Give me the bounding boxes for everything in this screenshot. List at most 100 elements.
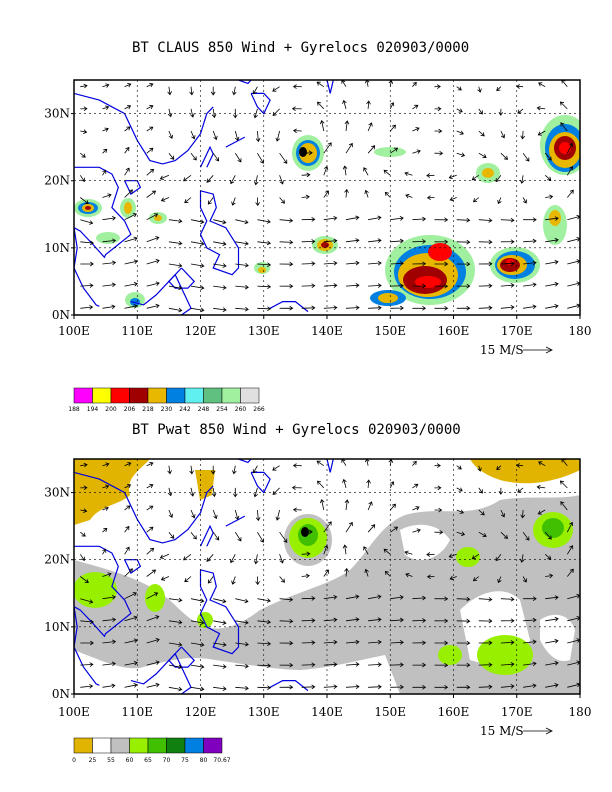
- wind-vector-arrow: [363, 546, 369, 555]
- wind-vector-arrow: [456, 596, 471, 602]
- wind-vector-arrow: [545, 216, 559, 221]
- wind-vector-arrow: [279, 576, 285, 583]
- wind-vector-arrow: [146, 592, 159, 600]
- bottom-map: [74, 459, 580, 694]
- wind-vector-arrow: [124, 505, 131, 511]
- coastline-segment: [269, 680, 309, 692]
- wind-vector-arrow: [412, 684, 427, 690]
- wind-vector-arrow: [167, 465, 172, 475]
- wind-vector-arrow: [434, 684, 449, 690]
- wind-vector-arrow: [472, 576, 480, 582]
- wind-vector-arrow: [545, 616, 559, 622]
- wind-vector-arrow: [342, 99, 347, 110]
- coastline-segment: [74, 227, 100, 307]
- wind-vector-arrow: [102, 661, 116, 667]
- coastline-segment: [250, 92, 271, 115]
- wind-vector-arrow: [412, 595, 427, 601]
- colorbar-label: 230: [161, 406, 173, 413]
- wind-vector-arrow: [523, 304, 537, 310]
- wind-vector-arrow: [146, 82, 154, 88]
- wind-vector-arrow: [500, 305, 515, 310]
- wind-vector-arrow: [190, 531, 197, 540]
- wind-vector-arrow: [301, 640, 316, 645]
- wind-vector-arrow: [213, 219, 227, 225]
- wind-vector-arrow: [567, 638, 580, 644]
- wind-vector-arrow: [426, 574, 435, 580]
- wind-vector-arrow: [255, 576, 260, 586]
- wind-vector-arrow: [434, 239, 449, 245]
- wind-vector-arrow: [426, 195, 435, 201]
- wind-vector-arrow: [234, 531, 242, 542]
- wind-vector-arrow: [522, 576, 527, 583]
- wind-vector-arrow: [190, 108, 195, 118]
- coastline-segment: [74, 545, 132, 638]
- wind-vector-arrow: [124, 126, 131, 132]
- wind-vector-arrow: [559, 101, 568, 110]
- wind-vector-arrow: [235, 663, 249, 669]
- wind-vector-arrow: [168, 307, 183, 313]
- wind-vector-arrow: [367, 122, 373, 132]
- wind-vector-arrow: [496, 465, 502, 471]
- wind-vector-arrow: [478, 261, 493, 267]
- wind-vector-arrow: [456, 283, 471, 289]
- wind-vector-arrow: [448, 553, 457, 559]
- wind-vector-arrow: [168, 240, 183, 246]
- wind-vector-arrow: [301, 305, 316, 311]
- wind-vector-arrow: [80, 129, 88, 134]
- wind-vector-arrow: [449, 196, 457, 202]
- wind-vector-arrow: [206, 554, 214, 562]
- wind-vector-arrow: [434, 106, 442, 112]
- wind-vector-arrow: [167, 108, 173, 118]
- wind-vector-arrow: [384, 191, 391, 198]
- wind-vector-arrow: [478, 618, 493, 624]
- wind-vector-arrow: [168, 285, 183, 291]
- colorbar-label: 70.67: [213, 757, 230, 764]
- wind-vector-arrow: [255, 130, 261, 143]
- wind-vector-arrow: [253, 175, 259, 186]
- wind-vector-arrow: [80, 683, 94, 689]
- wind-vector-arrow: [390, 526, 399, 533]
- wind-vector-arrow: [388, 80, 394, 87]
- wind-vector-arrow: [412, 149, 421, 154]
- x-tick-label: 100E: [58, 324, 90, 338]
- wind-vector-arrow: [146, 236, 160, 243]
- wind-vector-arrow: [412, 528, 421, 533]
- wind-vector-arrow: [213, 241, 227, 246]
- colorbar-swatch: [184, 737, 204, 754]
- colorbar-label: 206: [124, 406, 136, 413]
- colorbar-label: 194: [87, 406, 99, 413]
- wind-vector-arrow: [426, 552, 435, 557]
- y-tick-label: 10N: [44, 241, 70, 255]
- colorbar-label: 80: [200, 757, 208, 764]
- wind-vector-arrow: [146, 461, 154, 467]
- x-tick-label: 130E: [248, 705, 280, 719]
- wind-vector-arrow: [257, 619, 272, 625]
- wind-vector-arrow: [184, 197, 192, 204]
- wind-vector-arrow: [257, 262, 272, 268]
- coastline-segment: [238, 459, 252, 464]
- wind-vector-arrow: [323, 684, 338, 690]
- wind-vector-arrow: [279, 597, 294, 602]
- wind-vector-arrow: [213, 664, 227, 669]
- bottom-panel-title: BT Pwat 850 Wind + Gyrelocs 020903/0000: [132, 422, 461, 438]
- wind-vector-arrow: [456, 261, 471, 267]
- wind-vector-arrow: [389, 481, 395, 489]
- wind-vector-arrow: [124, 213, 137, 221]
- colorbar-swatch: [73, 737, 93, 754]
- wind-vector-arrow: [80, 640, 94, 646]
- colorbar-label: 55: [107, 757, 115, 764]
- wind-vector-arrow: [317, 101, 325, 110]
- wind-vector-arrow: [478, 531, 487, 538]
- wind-vector-arrow: [434, 261, 449, 267]
- wind-vector-arrow: [390, 238, 404, 244]
- wind-vector-arrow: [456, 465, 462, 470]
- wind-vector-arrow: [235, 241, 249, 246]
- wind-vector-arrow: [235, 598, 249, 604]
- wind-vector-arrow: [500, 152, 509, 160]
- x-tick-label: 140E: [311, 705, 343, 719]
- colorbar-label: 70: [163, 757, 171, 764]
- wind-vector-arrow: [292, 463, 302, 468]
- wind-vector-arrow: [545, 194, 554, 200]
- coastline-segment: [130, 652, 192, 694]
